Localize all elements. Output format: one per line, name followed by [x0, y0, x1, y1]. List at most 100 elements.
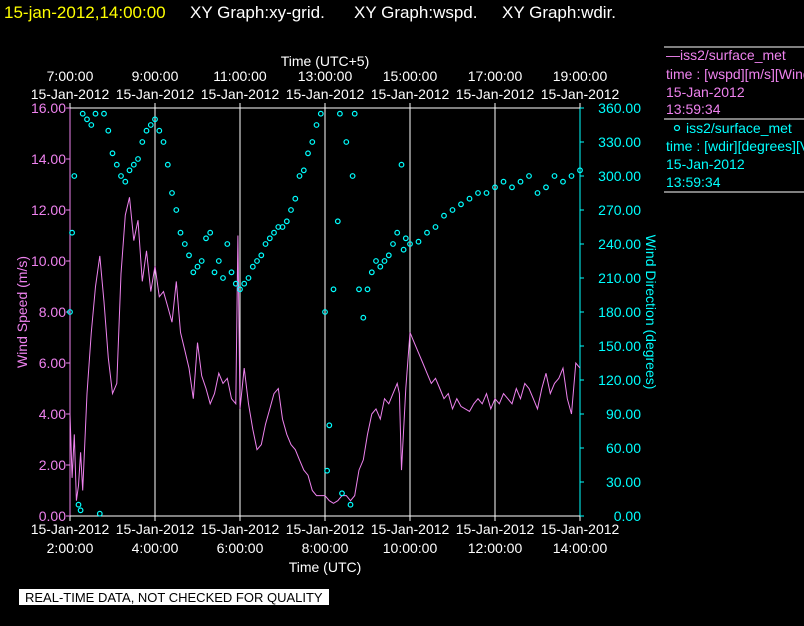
data-point-wdir: [126, 167, 133, 174]
y-tick-label-left: 2.00: [39, 457, 66, 473]
data-point-wdir: [160, 139, 167, 145]
data-point-wdir: [69, 229, 75, 236]
y-tick-label-right: 90.00: [606, 406, 641, 422]
data-point-wdir: [232, 280, 239, 287]
legend-wspd-desc: time : [wspd][m/s][Wind: [666, 66, 804, 82]
y-tick-label-right: 210.00: [598, 270, 641, 286]
x-tick-date-top: 15-Jan-2012: [456, 86, 535, 102]
legend-wspd-date: 15-Jan-2012: [666, 84, 745, 100]
y-tick-label-right: 360.00: [598, 100, 641, 116]
data-point-wdir: [211, 269, 218, 276]
data-point-wdir: [526, 173, 532, 179]
data-point-wdir: [271, 229, 277, 236]
data-point-wdir: [402, 235, 409, 242]
y-tick-label-right: 180.00: [598, 304, 641, 320]
data-point-wdir: [164, 161, 171, 168]
data-point-wdir: [186, 252, 192, 259]
legend-wdir-symbol: [673, 124, 681, 132]
data-point-wdir: [330, 286, 337, 293]
data-point-wdir: [364, 286, 371, 293]
y-tick-label-left: 14.00: [31, 151, 66, 167]
data-point-wdir: [381, 258, 388, 264]
y-axis-label-left: Wind Speed (m/s): [14, 256, 30, 368]
y-tick-label-right: 150.00: [598, 338, 641, 354]
data-point-wdir: [224, 241, 231, 247]
y-axis-label-right: Wind Direction (degrees): [643, 235, 659, 390]
data-point-wdir: [305, 150, 311, 157]
x-tick-date-top: 15-Jan-2012: [286, 86, 365, 102]
x-tick-date-bottom: 15-Jan-2012: [31, 521, 110, 537]
data-point-wdir: [334, 218, 341, 225]
data-point-wdir: [324, 467, 331, 474]
data-point-wdir: [400, 246, 407, 253]
y-tick-label-right: 30.00: [606, 474, 641, 490]
data-point-wdir: [292, 195, 299, 202]
x-tick-date-top: 15-Jan-2012: [201, 86, 280, 102]
data-point-wdir: [351, 110, 358, 117]
data-point-wdir: [309, 139, 316, 145]
data-point-wdir: [75, 501, 82, 508]
data-point-wdir: [71, 173, 78, 179]
data-point-wdir: [203, 235, 209, 242]
y-tick-label-right: 330.00: [598, 134, 641, 150]
data-point-wdir: [343, 139, 350, 145]
x-tick-date-bottom: 15-Jan-2012: [201, 521, 280, 537]
series-layer: [67, 110, 583, 517]
x-axis-label-top: Time (UTC+5): [281, 53, 370, 69]
data-point-wdir: [135, 156, 141, 162]
data-point-wdir: [254, 258, 260, 264]
data-point-wdir: [198, 258, 205, 264]
data-point-wdir: [143, 127, 150, 134]
y-tick-label-left: 10.00: [31, 253, 66, 269]
data-point-wdir: [475, 190, 481, 196]
data-point-wdir: [194, 263, 201, 270]
data-point-wdir: [79, 110, 86, 117]
data-point-wdir: [560, 178, 566, 185]
data-point-wdir: [373, 258, 379, 264]
legend-wdir-desc: time : [wdir][degrees][V: [666, 138, 804, 154]
data-point-wdir: [339, 490, 345, 497]
data-point-wdir: [326, 422, 333, 429]
data-point-wdir: [130, 161, 137, 168]
data-point-wdir: [415, 238, 422, 245]
data-point-wdir: [122, 178, 129, 185]
data-point-wdir: [398, 161, 405, 168]
legend-wspd-name: —iss2/surface_met: [666, 47, 786, 63]
data-point-wdir: [67, 309, 73, 315]
x-tick-date-top: 15-Jan-2012: [371, 86, 450, 102]
y-tick-label-right: 0.00: [614, 508, 641, 524]
data-point-wdir: [543, 184, 549, 191]
x-tick-date-top: 15-Jan-2012: [116, 86, 195, 102]
data-point-wdir: [101, 110, 107, 117]
data-point-wdir: [156, 127, 163, 134]
data-point-wdir: [385, 252, 392, 259]
data-point-wdir: [377, 263, 384, 270]
quality-badge: REAL-TIME DATA, NOT CHECKED FOR QUALITY: [19, 589, 329, 605]
y-tick-label-right: 270.00: [598, 202, 641, 218]
y-tick-label-right: 240.00: [598, 236, 641, 252]
data-point-wdir: [500, 178, 507, 185]
x-tick-time-top: 19:00:00: [553, 68, 608, 84]
data-point-wdir: [313, 122, 320, 128]
x-tick-time-top: 13:00:00: [298, 68, 353, 84]
x-tick-time-top: 11:00:00: [213, 68, 267, 84]
data-point-wdir: [181, 241, 188, 247]
x-tick-time-bottom: 8:00:00: [302, 540, 349, 556]
data-point-wdir: [220, 275, 226, 281]
y-tick-label-left: 12.00: [31, 202, 66, 218]
x-tick-time-top: 9:00:00: [132, 68, 179, 84]
y-tick-labels: 0.00 2.00 4.00 6.00 8.00 10.00 12.00 14.00 16.00…: [31, 100, 641, 524]
data-point-wdir: [283, 218, 290, 225]
data-point-wdir: [407, 241, 413, 247]
data-point-wdir: [483, 190, 490, 196]
data-point-wdir: [96, 510, 103, 517]
legend: —iss2/surface_met time : [wspd][m/s][Win…: [664, 46, 804, 193]
data-point-wdir: [347, 501, 354, 508]
data-point-wdir: [88, 122, 95, 128]
data-point-wdir: [152, 116, 158, 123]
data-point-wdir: [394, 229, 401, 236]
y-tick-label-left: 6.00: [39, 355, 66, 371]
x-tick-date-bottom: 15-Jan-2012: [116, 521, 195, 537]
x-tick-date-top: 15-Jan-2012: [541, 86, 620, 102]
